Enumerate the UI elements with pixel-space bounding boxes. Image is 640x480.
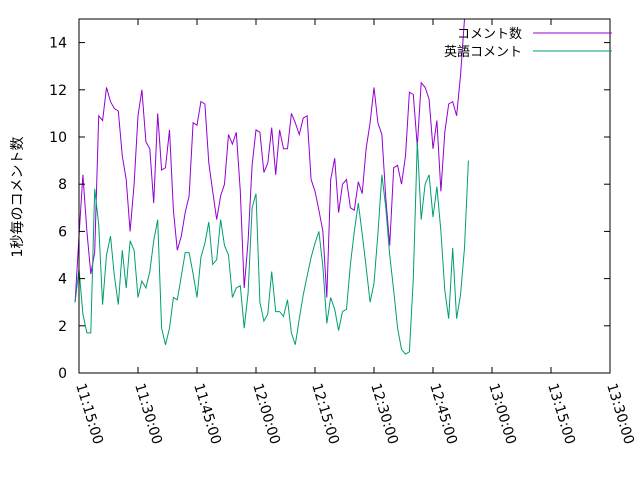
series-lines <box>74 18 469 355</box>
x-tick-label: 13:15:00 <box>544 381 578 446</box>
y-tick-label: 12 <box>49 83 67 99</box>
y-tick-label: 10 <box>49 130 67 146</box>
y-tick-label: 8 <box>58 177 67 193</box>
legend-label-2: 英語コメント <box>444 44 522 60</box>
x-tick-label: 13:30:00 <box>603 381 637 446</box>
y-tick-label: 2 <box>58 319 67 335</box>
x-tick-label: 11:45:00 <box>190 381 224 446</box>
y-tick-label: 0 <box>58 366 67 382</box>
x-tick-label: 12:00:00 <box>249 381 283 446</box>
x-tick-label: 11:15:00 <box>72 381 106 446</box>
x-tick-label: 12:30:00 <box>367 381 401 446</box>
y-tick-label: 6 <box>58 224 67 240</box>
x-tick-label: 12:45:00 <box>426 381 460 446</box>
y-tick-label: 4 <box>58 272 67 288</box>
series-line-2 <box>74 141 469 355</box>
x-tick-label: 13:00:00 <box>485 381 519 446</box>
x-tick-label: 11:30:00 <box>131 381 165 446</box>
x-tick-label: 12:15:00 <box>308 381 342 446</box>
plot-frame <box>78 18 611 374</box>
y-axis: 0 2 4 6 8 10 12 14 <box>49 36 610 382</box>
y-tick-label: 14 <box>49 36 67 52</box>
legend-label-1: コメント数 <box>457 27 522 42</box>
series-line-1 <box>74 18 465 303</box>
y-axis-label: 1秒毎のコメント数 <box>10 137 26 258</box>
